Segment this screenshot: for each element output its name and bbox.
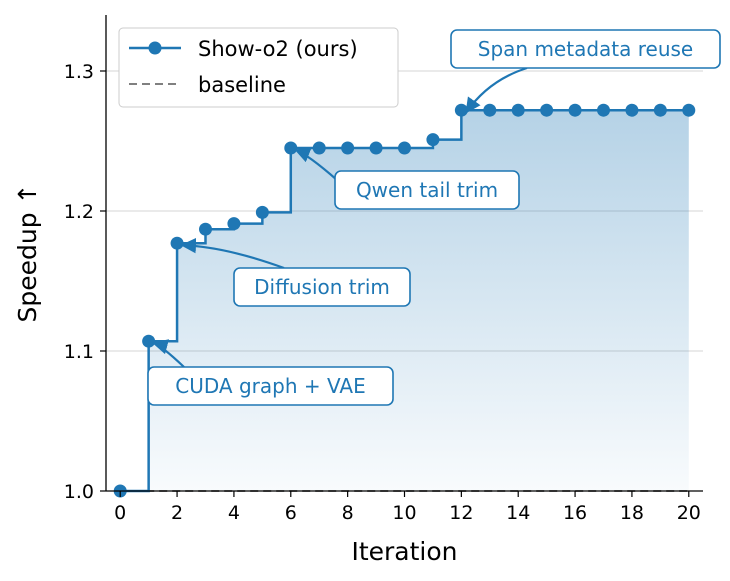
data-point: [454, 103, 468, 117]
x-tick-label: 14: [506, 502, 530, 524]
x-tick-label: 18: [620, 502, 644, 524]
y-tick-label: 1.1: [64, 341, 94, 363]
annotation-label: Qwen tail trim: [356, 178, 498, 202]
data-point: [227, 217, 241, 231]
annotation-box: [334, 170, 520, 210]
data-point: [625, 103, 639, 117]
data-point: [199, 222, 212, 236]
data-point: [170, 236, 184, 250]
annotation-arrow: [465, 66, 528, 114]
x-tick-label: 10: [392, 502, 416, 524]
annotation-box: [450, 29, 721, 69]
data-point: [653, 103, 667, 117]
x-tick-label: 4: [228, 502, 240, 524]
legend-label-baseline: baseline: [198, 73, 286, 97]
annotation-label: Span metadata reuse: [478, 37, 693, 61]
x-axis-label: Iteration: [351, 537, 457, 566]
x-tick-label: 2: [171, 502, 183, 524]
annotation-box: [147, 366, 394, 406]
data-point: [255, 205, 269, 219]
data-point: [398, 141, 411, 155]
x-tick-label: 6: [285, 502, 297, 524]
legend: Show-o2 (ours) baseline: [118, 27, 399, 108]
data-point: [540, 103, 554, 117]
data-point: [284, 141, 298, 155]
x-tick-label: 20: [677, 502, 701, 524]
annotations: CUDA graph + VAE Diffusion trim Qwen tail …: [147, 29, 721, 406]
data-point: [483, 103, 497, 117]
annotation-label: CUDA graph + VAE: [175, 374, 365, 398]
data-point: [597, 103, 610, 117]
data-point: [568, 103, 582, 117]
data-points: [113, 103, 696, 498]
data-point: [312, 141, 326, 155]
legend-label-show-o2: Show-o2 (ours): [198, 37, 358, 61]
x-tick-label: 0: [114, 502, 126, 524]
data-point: [682, 103, 696, 117]
y-tick-label: 1.0: [64, 481, 94, 503]
y-axis-label: Speedup ↑: [13, 184, 42, 323]
x-tick-label: 16: [563, 502, 587, 524]
series-area-fill: [148, 110, 689, 491]
annotation-label: Diffusion trim: [254, 275, 390, 299]
annotation-arrow: [294, 147, 338, 181]
x-tick-label: 12: [449, 502, 473, 524]
legend-box: [118, 27, 399, 108]
data-point: [369, 141, 383, 155]
data-point: [426, 133, 440, 147]
data-point: [341, 141, 355, 155]
axis-ticks: 0 2 4 6 8 10 12 14 16 18 20 1.0 1.1 1.2 1.3: [64, 61, 701, 524]
x-tick-label: 8: [342, 502, 354, 524]
y-tick-label: 1.2: [64, 201, 94, 223]
data-point: [142, 334, 156, 348]
annotation-box: [233, 267, 411, 307]
legend-marker-show-o2: [148, 41, 162, 55]
annotation-arrow: [152, 339, 185, 368]
annotation-arrow: [180, 237, 285, 270]
data-point: [511, 103, 525, 117]
y-tick-label: 1.3: [64, 61, 94, 83]
